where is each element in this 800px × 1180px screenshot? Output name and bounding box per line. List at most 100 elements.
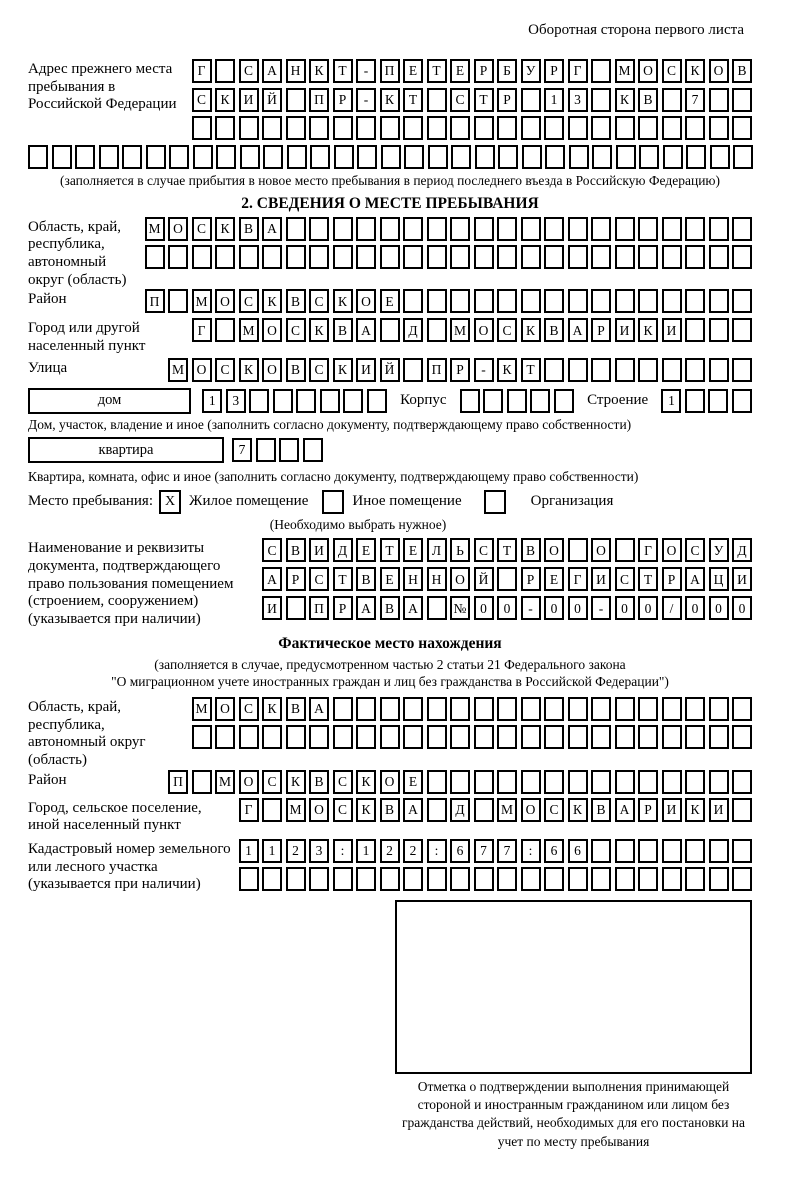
char-cell[interactable]: К <box>567 797 588 822</box>
char-cell[interactable] <box>262 116 282 140</box>
char-cell[interactable]: № <box>450 596 470 621</box>
char-cell[interactable]: О <box>309 797 329 822</box>
char-cell[interactable] <box>332 696 353 721</box>
char-cell[interactable] <box>661 357 682 382</box>
char-cell[interactable]: Л <box>426 538 447 563</box>
char-cell[interactable]: Р <box>661 567 682 592</box>
char-cell[interactable] <box>614 357 635 382</box>
char-cell[interactable]: П <box>168 769 188 794</box>
char-cell[interactable]: К <box>285 769 306 794</box>
char-cell[interactable] <box>332 245 353 270</box>
char-cell[interactable]: 1 <box>356 838 376 863</box>
char-cell[interactable]: 1 <box>661 388 682 413</box>
char-cell[interactable]: - <box>591 596 611 621</box>
char-cell[interactable] <box>520 245 541 270</box>
char-cell[interactable] <box>498 145 518 169</box>
char-cell[interactable] <box>567 867 588 892</box>
char-cell[interactable] <box>614 769 635 794</box>
char-cell[interactable]: М <box>191 289 212 314</box>
char-cell[interactable]: У <box>520 59 541 83</box>
char-cell[interactable]: И <box>614 318 635 343</box>
char-cell[interactable]: 0 <box>708 596 729 621</box>
char-cell[interactable] <box>684 388 705 413</box>
char-cell[interactable] <box>403 116 423 140</box>
char-cell[interactable]: Д <box>332 538 353 563</box>
char-cell[interactable]: С <box>450 87 470 112</box>
char-cell[interactable] <box>379 696 400 721</box>
char-cell[interactable] <box>249 388 270 413</box>
char-cell[interactable] <box>272 388 293 413</box>
char-cell[interactable]: М <box>614 59 635 83</box>
char-cell[interactable]: К <box>685 797 705 822</box>
char-cell[interactable] <box>239 145 260 169</box>
char-cell[interactable]: Т <box>426 59 447 83</box>
char-cell[interactable] <box>733 145 753 169</box>
char-cell[interactable] <box>122 145 142 169</box>
char-cell[interactable] <box>427 145 448 169</box>
char-cell[interactable] <box>191 116 212 140</box>
char-cell[interactable]: : <box>520 838 541 863</box>
char-cell[interactable] <box>497 116 517 140</box>
char-cell[interactable] <box>732 87 752 112</box>
char-cell[interactable]: В <box>285 696 306 721</box>
char-cell[interactable]: К <box>238 357 259 382</box>
char-cell[interactable] <box>285 596 306 621</box>
char-cell[interactable] <box>145 145 166 169</box>
char-cell[interactable] <box>591 357 611 382</box>
char-cell[interactable] <box>567 289 588 314</box>
char-cell[interactable]: Р <box>332 87 353 112</box>
char-cell[interactable] <box>51 145 72 169</box>
char-cell[interactable]: П <box>309 596 329 621</box>
char-cell[interactable] <box>319 388 340 413</box>
char-cell[interactable]: В <box>285 289 306 314</box>
char-cell[interactable]: О <box>544 538 564 563</box>
char-cell[interactable]: О <box>215 289 235 314</box>
char-cell[interactable] <box>357 145 377 169</box>
char-cell[interactable]: К <box>614 87 635 112</box>
char-cell[interactable] <box>216 145 236 169</box>
char-cell[interactable]: С <box>238 696 259 721</box>
char-cell[interactable]: О <box>191 357 212 382</box>
char-cell[interactable] <box>520 725 541 750</box>
char-cell[interactable] <box>708 245 729 270</box>
char-cell[interactable] <box>544 245 564 270</box>
char-cell[interactable]: С <box>497 318 517 343</box>
char-cell[interactable] <box>450 216 470 241</box>
char-cell[interactable] <box>98 145 119 169</box>
char-cell[interactable]: С <box>473 538 494 563</box>
char-cell[interactable] <box>403 696 423 721</box>
char-cell[interactable] <box>661 289 682 314</box>
char-cell[interactable] <box>255 438 276 463</box>
char-cell[interactable] <box>591 867 611 892</box>
char-cell[interactable] <box>592 145 612 169</box>
char-cell[interactable] <box>638 867 658 892</box>
char-cell[interactable] <box>215 725 235 750</box>
char-cell[interactable]: Н <box>426 567 447 592</box>
char-cell[interactable]: И <box>661 797 682 822</box>
char-cell[interactable] <box>567 725 588 750</box>
char-cell[interactable]: Й <box>473 567 494 592</box>
char-cell[interactable]: К <box>332 289 353 314</box>
char-cell[interactable]: К <box>520 318 541 343</box>
char-cell[interactable] <box>708 318 729 343</box>
char-cell[interactable] <box>708 87 729 112</box>
char-cell[interactable] <box>426 116 447 140</box>
char-cell[interactable] <box>530 388 551 413</box>
char-cell[interactable] <box>473 216 494 241</box>
char-cell[interactable] <box>404 145 424 169</box>
char-cell[interactable] <box>450 696 470 721</box>
char-cell[interactable]: Т <box>332 567 353 592</box>
char-cell[interactable]: 3 <box>225 388 246 413</box>
char-cell[interactable]: - <box>520 596 541 621</box>
stay-option-other-checkbox[interactable] <box>322 489 345 514</box>
char-cell[interactable] <box>403 357 423 382</box>
char-cell[interactable]: Р <box>450 357 470 382</box>
char-cell[interactable] <box>263 145 283 169</box>
char-cell[interactable] <box>379 216 400 241</box>
char-cell[interactable]: И <box>262 596 282 621</box>
char-cell[interactable] <box>520 116 541 140</box>
char-cell[interactable]: К <box>497 357 517 382</box>
char-cell[interactable]: / <box>661 596 682 621</box>
char-cell[interactable] <box>520 696 541 721</box>
char-cell[interactable] <box>685 696 705 721</box>
